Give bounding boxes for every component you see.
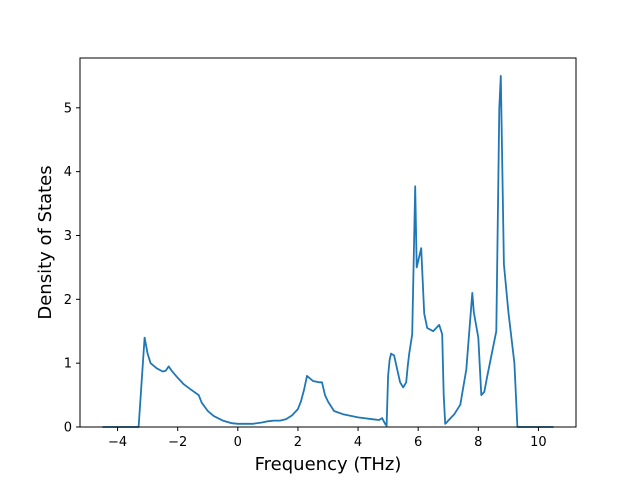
y-tick-label: 5 [64,101,72,116]
x-tick-label: 2 [294,435,302,450]
axes-frame [79,57,577,428]
y-axis-ticks: 0 1 2 3 4 5 [64,101,80,436]
plot-area [102,75,554,428]
y-tick-label: 2 [64,293,72,308]
y-tick-label: 1 [64,357,72,372]
x-tick-label: 8 [474,435,482,450]
x-tick-label: 6 [414,435,422,450]
x-tick-label: 0 [234,435,242,450]
x-tick-label: 4 [354,435,362,450]
x-tick-label: −4 [108,435,127,450]
dos-series-line [102,75,554,428]
y-tick-label: 4 [64,165,72,180]
x-axis-label: Frequency (THz) [255,454,402,475]
y-axis-label: Density of States [35,165,56,319]
x-tick-label: −2 [168,435,187,450]
y-tick-label: 3 [64,229,72,244]
x-tick-label: 10 [530,435,547,450]
x-axis-ticks: −4 −2 0 2 4 6 8 10 [108,427,547,450]
y-tick-label: 0 [64,421,72,436]
